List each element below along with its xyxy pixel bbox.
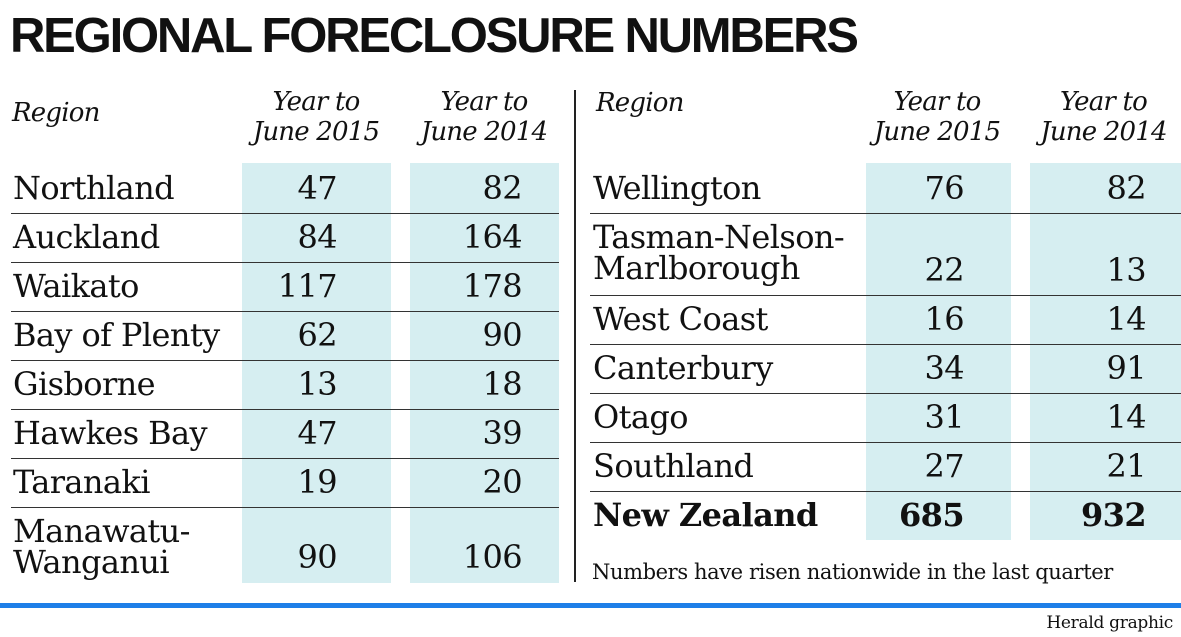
value-2015: 62 [297, 316, 337, 354]
shade-right-2015 [866, 163, 1011, 540]
page-title: REGIONAL FORECLOSURE NUMBERS [10, 9, 859, 63]
value-2014: 932 [1081, 496, 1147, 534]
value-2014: 82 [482, 169, 522, 207]
row-separator [590, 491, 1181, 492]
header-line: Year to [440, 87, 529, 117]
region-label: Auckland [13, 218, 160, 256]
value-2015: 19 [297, 463, 337, 501]
header-line: June 2015 [252, 117, 380, 147]
value-2015: 47 [297, 414, 337, 452]
value-2014: 39 [482, 414, 522, 452]
region-label: Canterbury [593, 349, 773, 387]
row-separator [11, 213, 559, 214]
value-2015: 34 [924, 349, 964, 387]
value-2015: 47 [297, 169, 337, 207]
value-2015: 31 [924, 398, 964, 436]
value-2014: 82 [1106, 169, 1146, 207]
row-separator [590, 295, 1181, 296]
row-separator [11, 409, 559, 410]
value-2014: 178 [462, 267, 523, 305]
shade-right-2014 [1030, 163, 1181, 540]
value-2015: 13 [297, 365, 337, 403]
value-2015: 22 [924, 251, 964, 289]
value-2014: 14 [1106, 398, 1146, 436]
accent-bar-top [0, 603, 1181, 608]
value-2015: 685 [899, 496, 965, 534]
region-label: Hawkes Bay [13, 414, 208, 452]
row-separator [590, 213, 1181, 214]
value-2015: 117 [277, 267, 338, 305]
region-label: West Coast [593, 300, 768, 338]
footnote: Numbers have risen nationwide in the las… [592, 560, 1113, 584]
value-2014: 91 [1106, 349, 1146, 387]
header-2014-right: Year to June 2014 [1021, 87, 1181, 147]
value-2014: 18 [482, 365, 522, 403]
value-2015: 76 [924, 169, 964, 207]
row-separator [590, 393, 1181, 394]
header-region-right: Region [596, 88, 684, 118]
row-separator [11, 311, 559, 312]
region-label: Gisborne [13, 365, 156, 403]
value-2014: 20 [482, 463, 522, 501]
row-separator [590, 442, 1181, 443]
header-line: June 2014 [420, 117, 548, 147]
region-label: Wellington [593, 169, 761, 207]
header-line: June 2014 [1040, 117, 1167, 147]
row-separator [11, 458, 559, 459]
shade-left-2015 [242, 163, 391, 583]
shade-left-2014 [410, 163, 559, 583]
value-2014: 13 [1106, 251, 1146, 289]
header-2015-left: Year to June 2015 [236, 87, 396, 147]
header-line: Year to [893, 87, 982, 117]
region-label: Bay of Plenty [13, 316, 220, 354]
header-2015-right: Year to June 2015 [857, 87, 1017, 147]
region-label: Otago [593, 398, 689, 436]
header-line: Year to [272, 87, 361, 117]
header-line: June 2015 [873, 117, 1001, 147]
region-label: Tasman-Nelson- [593, 218, 845, 256]
region-label: Taranaki [13, 463, 150, 501]
column-divider [574, 90, 576, 582]
region-label: Waikato [13, 267, 139, 305]
region-label: Marlborough [593, 249, 800, 287]
value-2015: 27 [924, 447, 964, 485]
header-2014-left: Year to June 2014 [404, 87, 564, 147]
region-label: New Zealand [593, 496, 818, 534]
value-2015: 90 [297, 538, 337, 576]
value-2014: 106 [462, 538, 523, 576]
region-label: Wanganui [13, 543, 170, 581]
value-2014: 164 [462, 218, 523, 256]
value-2014: 21 [1106, 447, 1146, 485]
credit: Herald graphic [1046, 613, 1173, 633]
region-label: Manawatu- [13, 512, 190, 550]
value-2014: 14 [1106, 300, 1146, 338]
row-separator [11, 262, 559, 263]
header-line: Year to [1060, 87, 1148, 117]
region-label: Southland [593, 447, 754, 485]
header-region-left: Region [12, 98, 100, 128]
value-2014: 90 [482, 316, 522, 354]
region-label: Northland [13, 169, 175, 207]
row-separator [11, 507, 559, 508]
value-2015: 84 [297, 218, 337, 256]
value-2015: 16 [924, 300, 964, 338]
row-separator [590, 344, 1181, 345]
row-separator [11, 360, 559, 361]
